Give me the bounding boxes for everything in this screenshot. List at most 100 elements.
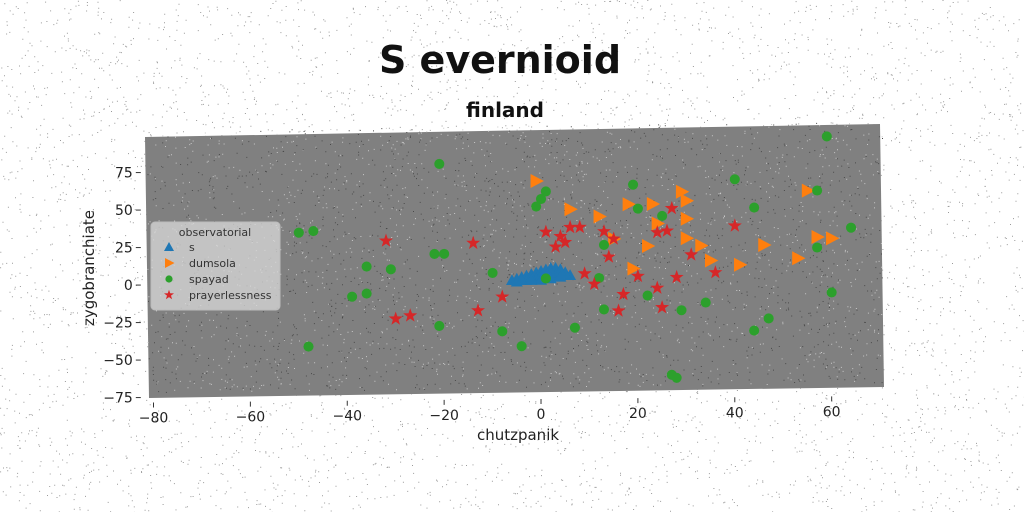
spayad-point: [845, 222, 857, 233]
spayad-point: [531, 201, 542, 212]
prayerlessness-point: [616, 286, 631, 301]
prayerlessness-point: [664, 201, 679, 215]
prayerlessness-point: [650, 225, 665, 239]
spayad-point: [671, 372, 682, 383]
spayad-point: [729, 174, 740, 185]
spayad-point: [812, 242, 823, 253]
prayerlessness-point: [558, 234, 573, 249]
dumsola-point: [675, 184, 690, 199]
chart-subtitle: finland: [466, 98, 544, 122]
s-point: [554, 264, 567, 276]
prayerlessness-point: [548, 239, 563, 253]
dumsola-point: [651, 216, 665, 231]
prayerlessness-point: [563, 219, 578, 234]
x-tick-label: −80: [139, 410, 169, 426]
spayad-point: [628, 179, 639, 190]
prayerlessness-point: [403, 308, 418, 322]
spayad-point: [657, 210, 668, 221]
spayad-point: [676, 305, 687, 316]
x-tick-label: 20: [629, 406, 647, 422]
dumsola-point: [680, 211, 695, 226]
y-tick-label: −75: [103, 391, 133, 407]
y-tick-label: 50: [115, 203, 133, 219]
prayerlessness-point: [611, 303, 626, 317]
spayad-point: [826, 287, 837, 298]
spayad-point: [497, 326, 508, 337]
dumsola-point: [680, 231, 695, 246]
prayerlessness-point: [601, 249, 616, 263]
legend-title: observatorial: [179, 226, 251, 239]
dumsola-point: [826, 231, 840, 246]
spayad-point: [749, 325, 760, 336]
spayad-point: [540, 273, 551, 284]
data-points: [293, 131, 857, 383]
y-tick-label: 75: [115, 166, 133, 182]
legend-box: [150, 221, 281, 311]
x-tick-label: −60: [236, 410, 266, 426]
dumsola-point: [792, 251, 806, 266]
spayad-point: [361, 288, 372, 299]
x-axis-ticks: −80 −60 −40 −20 0 20 40 60: [139, 396, 841, 426]
spayad-point: [821, 131, 832, 142]
prayerlessness-point: [572, 219, 587, 234]
legend-items: s dumsola spayad prayerlessness: [164, 241, 272, 302]
dumsola-point: [530, 174, 544, 189]
prayerlessness-point: [660, 223, 674, 237]
legend: observatorial s dumsola spayad prayerlessne…: [150, 221, 281, 311]
prayerlessness-point: [684, 247, 699, 261]
spayad-point: [594, 272, 605, 284]
dumsola-point: [564, 202, 578, 217]
spayad-point: [516, 341, 527, 352]
prayerlessness-point: [597, 224, 611, 238]
dumsola-point: [758, 237, 772, 252]
prayerlessness-point: [630, 268, 645, 283]
dumsola-point: [734, 257, 748, 272]
spayad-point: [598, 304, 610, 315]
dumsola-point: [680, 193, 695, 208]
spayad-point: [700, 297, 711, 308]
spayad-point: [303, 341, 314, 352]
prayerlessness-point: [650, 280, 665, 294]
plot-area: [145, 124, 884, 398]
legend-marker-prayerlessness: [164, 289, 174, 300]
spayad-point: [361, 261, 372, 272]
legend-marker-spayad: [165, 275, 173, 283]
prayerlessness-point: [577, 266, 592, 280]
prayerlessness-point: [587, 276, 602, 290]
x-tick-label: −40: [332, 409, 362, 425]
dumsola-point: [593, 209, 607, 224]
spayad-point: [598, 239, 610, 250]
prayerlessness-point: [471, 303, 485, 317]
spayad-point: [434, 158, 445, 169]
spayad-point: [434, 320, 445, 331]
prayerlessness-point: [388, 311, 403, 325]
s-point: [554, 270, 567, 282]
x-tick-label: 40: [726, 405, 744, 421]
dumsola-point: [801, 183, 816, 198]
prayerlessness-point: [379, 233, 393, 247]
prayerlessness-point: [669, 269, 684, 284]
dumsola-point: [641, 239, 656, 254]
y-tick-label: 0: [124, 278, 133, 294]
spayad-point: [535, 193, 547, 205]
spayad-point: [385, 264, 396, 275]
spayad-point: [308, 226, 319, 237]
prayerlessness-point: [708, 265, 723, 279]
y-axis-label: zygobranchiate: [80, 210, 98, 326]
spayad-point: [487, 267, 498, 278]
spayad-point: [812, 185, 823, 196]
legend-marker-dumsola: [165, 258, 175, 268]
x-tick-label: 60: [823, 404, 841, 420]
spayad-point: [632, 203, 643, 214]
x-tick-label: 0: [537, 407, 546, 423]
y-tick-label: −25: [103, 316, 133, 332]
y-tick-label: 25: [115, 241, 133, 257]
s-point: [525, 274, 538, 285]
s-point: [515, 274, 528, 285]
prayerlessness-point: [495, 289, 510, 303]
spayad-point: [439, 248, 450, 259]
prayerlessness-point: [466, 235, 481, 250]
x-tick-label: −20: [429, 408, 459, 424]
legend-marker-s: [164, 242, 174, 251]
